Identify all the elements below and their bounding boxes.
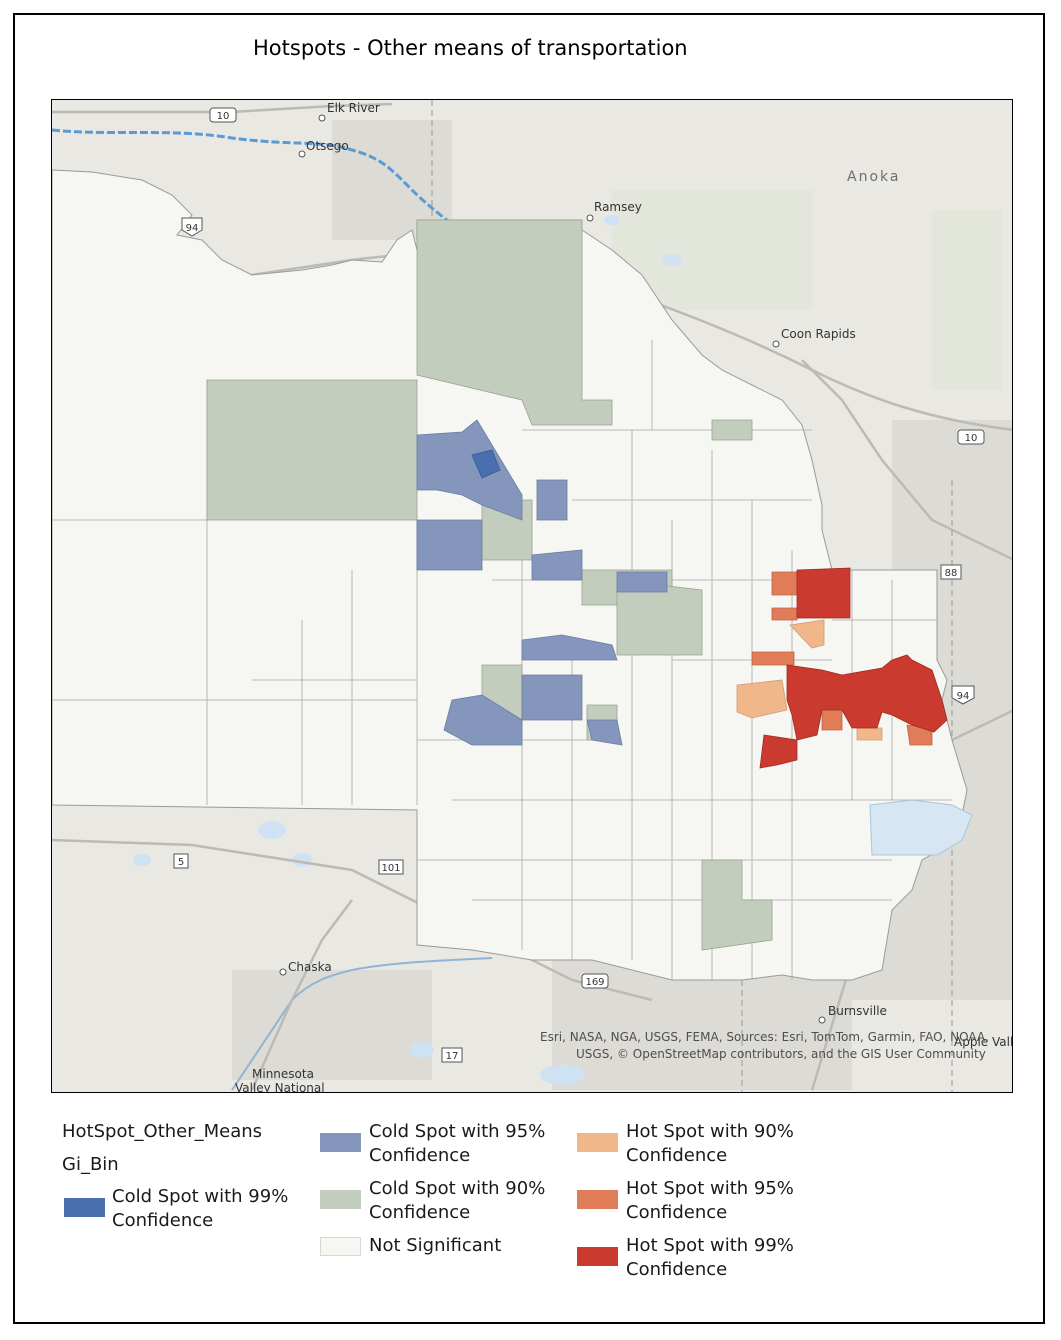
highway-shield-us10-ne: 10 bbox=[957, 429, 985, 445]
place-minnesota-valley-2: Valley National bbox=[235, 1081, 325, 1093]
svg-text:88: 88 bbox=[945, 568, 958, 579]
highway-shield-hw101: 101 bbox=[378, 859, 404, 875]
cold-spot-99-tracts bbox=[471, 449, 501, 479]
svg-text:94: 94 bbox=[957, 691, 970, 702]
legend-field-name: Gi_Bin bbox=[62, 1154, 119, 1175]
legend-label-hot-90: Hot Spot with 90% Confidence bbox=[626, 1121, 794, 1166]
map-title: Hotspots - Other means of transportation bbox=[253, 36, 688, 60]
highway-shield-hw88: 88 bbox=[940, 564, 962, 580]
legend-swatch-not-significant bbox=[320, 1237, 361, 1256]
highway-shield-hw5: 5 bbox=[173, 853, 189, 869]
legend-swatch-cold-90 bbox=[320, 1190, 361, 1209]
highway-shield-us169: 169 bbox=[581, 973, 609, 989]
svg-text:5: 5 bbox=[178, 857, 184, 868]
legend-swatch-hot-95 bbox=[577, 1190, 618, 1209]
svg-text:169: 169 bbox=[585, 977, 604, 988]
minnesota-river bbox=[231, 957, 493, 1091]
cold-spot-95-tracts bbox=[416, 419, 668, 746]
legend-label-not-significant: Not Significant bbox=[369, 1235, 502, 1256]
legend-label-cold-90: Cold Spot with 90% Confidence bbox=[369, 1178, 546, 1223]
attribution-line-2: USGS, © OpenStreetMap contributors, and … bbox=[576, 1047, 986, 1061]
highway-shield-i94-e: 94 bbox=[951, 685, 975, 705]
legend-swatch-cold-95 bbox=[320, 1133, 361, 1152]
place-anoka: Anoka bbox=[847, 169, 900, 185]
lake-nokomis-area bbox=[869, 799, 973, 856]
study-area-not-significant bbox=[52, 169, 968, 981]
hot-spot-99-tracts bbox=[759, 567, 948, 769]
legend-swatch-cold-99 bbox=[64, 1198, 105, 1217]
place-labels: Elk River Otsego Ramsey Anoka Coon Rapid… bbox=[235, 101, 1013, 1093]
highway-shield-hw17: 17 bbox=[441, 1047, 463, 1063]
svg-text:10: 10 bbox=[965, 433, 978, 444]
legend-label-hot-99: Hot Spot with 99% Confidence bbox=[626, 1235, 794, 1280]
legend-layer-name: HotSpot_Other_Means bbox=[62, 1121, 263, 1142]
legend-swatch-hot-90 bbox=[577, 1133, 618, 1152]
highway-shields: 10 94 10 88 94 5 bbox=[173, 107, 985, 1063]
map-frame[interactable]: Elk River Otsego Ramsey Anoka Coon Rapid… bbox=[51, 99, 1013, 1093]
lakes bbox=[133, 215, 682, 1085]
hot-spot-90-tracts bbox=[736, 619, 883, 741]
place-minnesota-valley-1: Minnesota bbox=[252, 1067, 314, 1081]
legend-label-cold-95: Cold Spot with 95% Confidence bbox=[369, 1121, 546, 1166]
svg-text:17: 17 bbox=[446, 1051, 459, 1062]
highway-shield-us10-nw: 10 bbox=[209, 107, 237, 123]
cold-spot-90-tracts bbox=[206, 219, 773, 951]
map-canvas: Elk River Otsego Ramsey Anoka Coon Rapid… bbox=[52, 100, 1013, 1093]
svg-text:101: 101 bbox=[381, 863, 400, 874]
svg-text:94: 94 bbox=[186, 223, 199, 234]
place-otsego: Otsego bbox=[306, 139, 349, 153]
place-apple-valley: Apple Valley bbox=[954, 1035, 1013, 1049]
legend-label-cold-99: Cold Spot with 99% Confidence bbox=[112, 1186, 289, 1231]
svg-text:10: 10 bbox=[217, 111, 230, 122]
place-coon-rapids: Coon Rapids bbox=[781, 327, 856, 341]
place-elk-river: Elk River bbox=[327, 101, 380, 115]
place-chaska: Chaska bbox=[288, 960, 332, 974]
attribution-line-1: Esri, NASA, NGA, USGS, FEMA, Sources: Es… bbox=[540, 1030, 989, 1044]
place-burnsville: Burnsville bbox=[828, 1004, 887, 1018]
legend-swatch-hot-99 bbox=[577, 1247, 618, 1266]
legend: HotSpot_Other_Means Gi_Bin Cold Spot wit… bbox=[62, 1120, 1022, 1300]
highway-shield-i94-nw: 94 bbox=[181, 217, 203, 237]
legend-label-hot-95: Hot Spot with 95% Confidence bbox=[626, 1178, 794, 1223]
place-ramsey: Ramsey bbox=[594, 200, 642, 214]
